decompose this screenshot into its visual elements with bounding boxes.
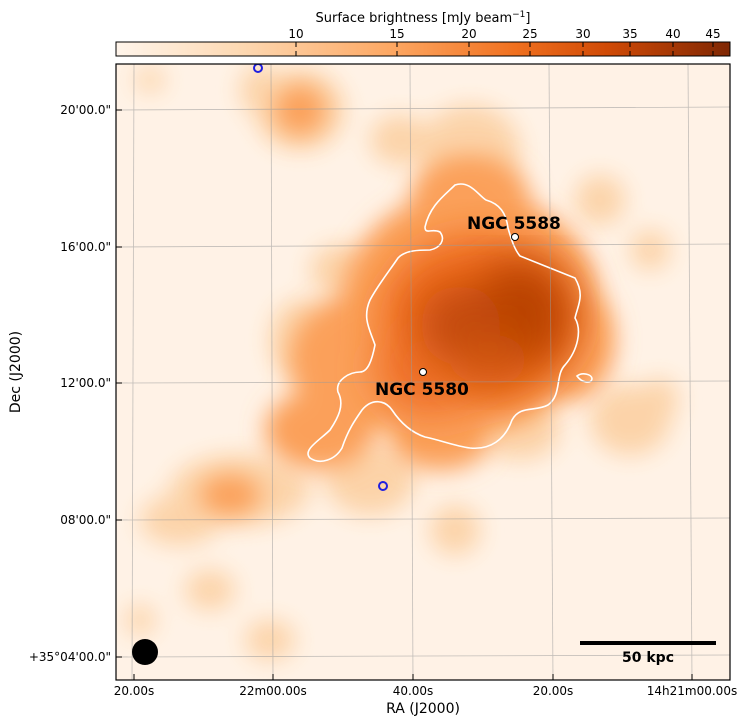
blue-source-marker	[253, 64, 263, 73]
peak-emission	[420, 260, 570, 385]
x-tick-label: 20.00s	[533, 684, 574, 698]
colorbar: Surface brightness [mJy beam−1] 10 15 20…	[115, 10, 731, 57]
blue-source-marker	[378, 481, 388, 491]
colorbar-tick-label: 45	[705, 27, 720, 41]
y-axis-label: Dec (J2000)	[8, 331, 24, 413]
y-tick-label: 12'00.0"	[60, 376, 111, 390]
contour	[307, 183, 581, 462]
x-tick-label: 20.00s	[114, 684, 155, 698]
colorbar-tick-label: 40	[665, 27, 680, 41]
colorbar-tick-label: 15	[389, 27, 404, 41]
galaxy-marker-ngc5588	[511, 233, 519, 241]
plot-frame	[115, 63, 731, 681]
label-ngc5580: NGC 5580	[375, 380, 469, 400]
x-tick-label: 14h21m00.00s	[647, 684, 737, 698]
beam-ellipse	[132, 639, 158, 665]
colorbar-tick-label: 35	[622, 27, 637, 41]
x-tick-label: 40.00s	[393, 684, 434, 698]
colorbar-tick-label: 25	[522, 27, 537, 41]
colorbar-tick-label: 30	[575, 27, 590, 41]
scale-bar-label: 50 kpc	[622, 650, 674, 666]
y-tick-label: 16'00.0"	[60, 240, 111, 254]
y-tick-label: +35°04'00.0"	[29, 650, 111, 664]
x-tick-label: 22m00.00s	[239, 684, 307, 698]
colorbar-gradient	[115, 41, 731, 57]
axis-ticks	[116, 109, 693, 680]
colorbar-tick-label: 10	[288, 27, 303, 41]
galaxy-marker-ngc5580	[419, 368, 427, 376]
colorbar-label: Surface brightness [mJy beam−1]	[315, 10, 530, 26]
map-panel: NGC 5588 NGC 5580 50 kpc	[116, 64, 730, 680]
contour-small	[575, 373, 593, 383]
y-tick-label: 08'00.0"	[60, 513, 111, 527]
colorbar-tick-label: 20	[461, 27, 476, 41]
coordinate-grid	[116, 64, 730, 680]
x-axis-label: RA (J2000)	[386, 701, 460, 717]
y-tick-label: 20'00.0"	[60, 103, 111, 117]
label-ngc5588: NGC 5588	[467, 214, 561, 234]
